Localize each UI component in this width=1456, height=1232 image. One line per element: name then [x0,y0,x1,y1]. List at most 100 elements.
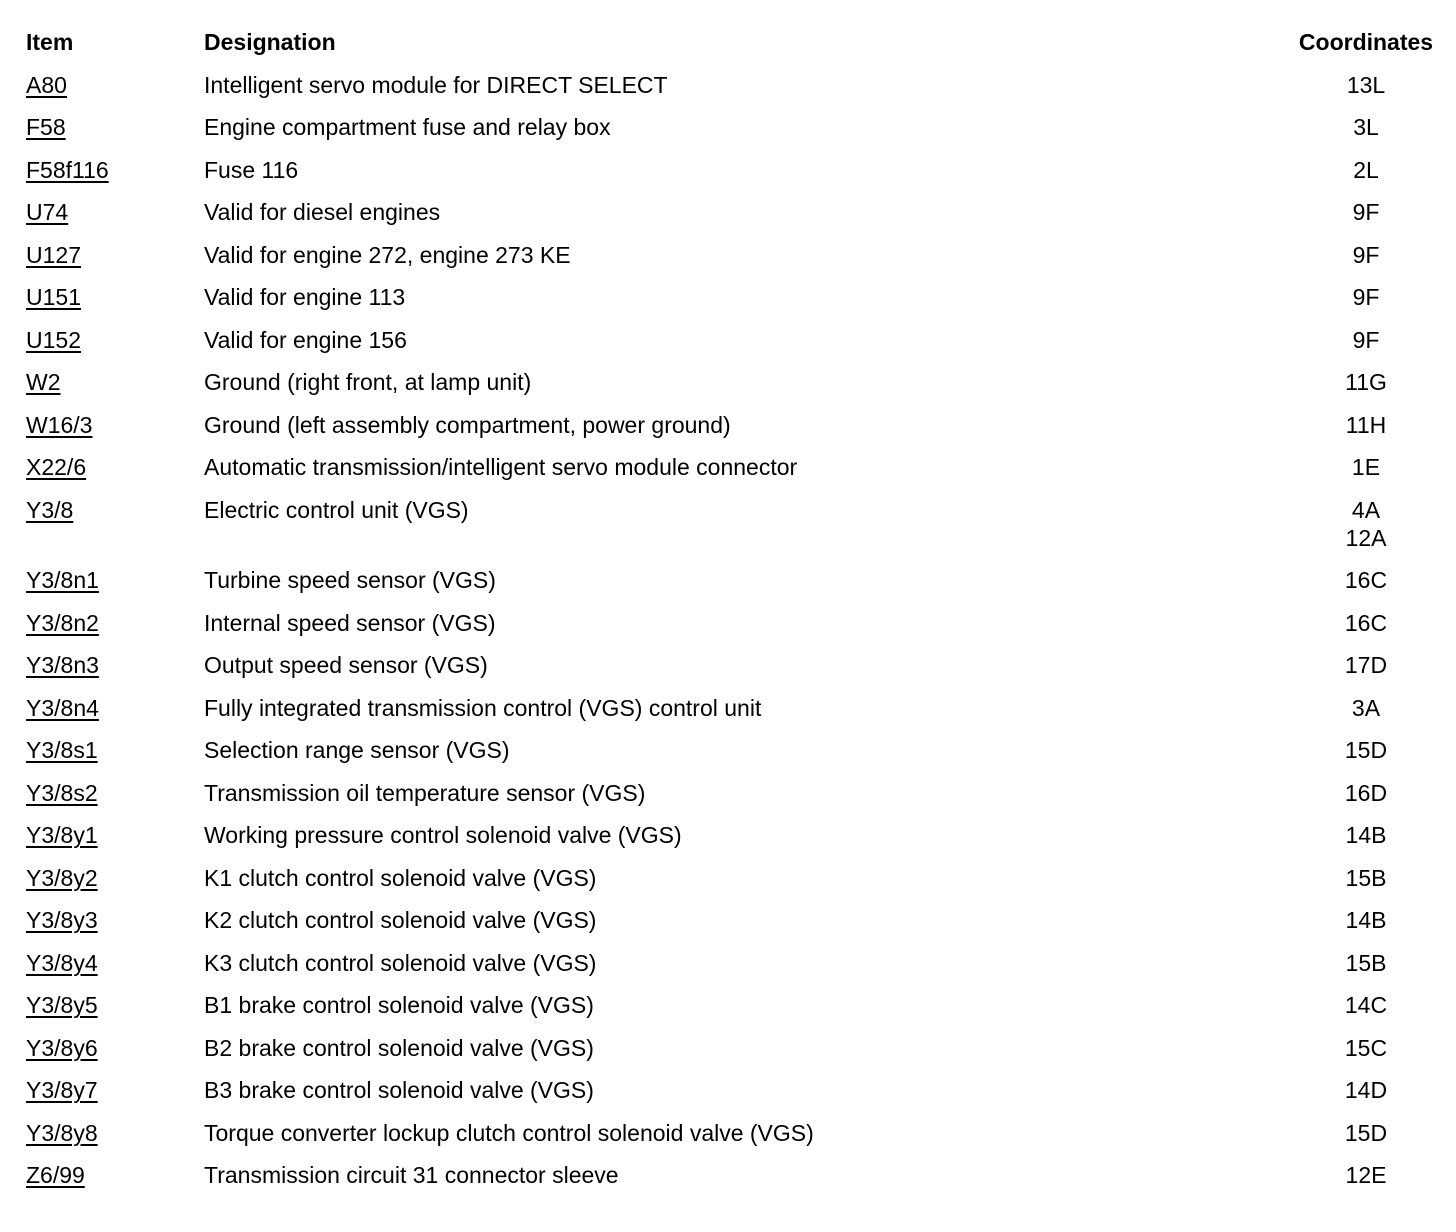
column-header-designation: Designation [204,29,336,55]
coordinates-cell: 15D [1291,1119,1441,1147]
designation-cell: K2 clutch control solenoid valve (VGS) [204,907,597,933]
item-link[interactable]: F58f116 [26,156,109,183]
item-link[interactable]: X22/6 [26,454,87,480]
table-row: Y3/8y5 B1 brake control solenoid valve (… [26,991,1441,1019]
coordinate-value: 15B [1345,949,1387,976]
coordinate-value: 4A [1351,496,1381,523]
designation-cell: Valid for engine 156 [204,326,407,353]
item-link[interactable]: U151 [26,284,81,310]
designation-cell: Valid for engine 113 [204,284,406,310]
coordinate-value: 11G [1345,369,1387,395]
table-row: U151 Valid for engine 113 9F [26,283,1441,311]
designation-cell: Working pressure control solenoid valve … [204,822,682,848]
item-link[interactable]: Z6/99 [26,1162,85,1188]
item-cell: Y3/8s2 [26,779,204,807]
item-link[interactable]: Y3/8y5 [26,992,98,1018]
item-link[interactable]: Y3/8s2 [26,779,98,806]
item-cell: U127 [26,241,204,269]
item-link[interactable]: Y3/8y7 [26,1077,98,1103]
coordinate-value: 16C [1344,567,1388,593]
coordinates-cell: 11G [1291,368,1441,396]
coordinate-value: 9F [1352,326,1380,353]
coordinate-value: 14D [1344,1077,1388,1103]
coordinates-cell: 12E [1291,1161,1441,1189]
item-cell: U74 [26,198,204,226]
coordinates-cell: 3A [1291,694,1441,722]
table-row: Y3/8n1 Turbine speed sensor (VGS) 16C [26,566,1441,594]
item-link[interactable]: Y3/8y6 [26,1034,98,1061]
item-link[interactable]: U74 [26,199,69,225]
coordinates-cell: 14B [1291,906,1441,934]
coordinate-value: 16C [1344,609,1388,636]
coordinates-cell: 13L [1291,71,1441,99]
item-link[interactable]: Y3/8y1 [26,822,98,848]
table-row: Y3/8y4 K3 clutch control solenoid valve … [26,949,1441,977]
item-cell: F58 [26,113,204,141]
item-cell: Y3/8y1 [26,821,204,849]
item-link[interactable]: U152 [26,326,81,353]
item-link[interactable]: Y3/8n3 [26,652,99,678]
designation-cell: Transmission oil temperature sensor (VGS… [204,779,646,806]
coordinate-value: 14B [1345,822,1387,848]
coordinates-cell: 1E [1291,453,1441,481]
coordinate-value: 15C [1344,1034,1388,1061]
designation-cell: Automatic transmission/intelligent servo… [204,454,798,480]
item-link[interactable]: U127 [26,241,81,268]
item-link[interactable]: Y3/8 [26,496,74,523]
item-link[interactable]: A80 [26,71,67,98]
table-row: Y3/8s1 Selection range sensor (VGS) 15D [26,736,1441,764]
coordinates-cell: 9F [1291,283,1441,311]
coordinate-value: 12A [1345,524,1387,551]
item-cell: F58f116 [26,156,204,184]
coordinate-value: 13L [1346,71,1386,98]
designation-cell: Fully integrated transmission control (V… [204,694,762,721]
item-cell: X22/6 [26,453,204,481]
item-link[interactable]: Y3/8y8 [26,1119,98,1146]
item-cell: Y3/8y6 [26,1034,204,1062]
coordinates-cell: 9F [1291,198,1441,226]
coordinates-cell: 15D [1291,736,1441,764]
designation-cell: Electric control unit (VGS) [204,496,469,523]
item-link[interactable]: W16/3 [26,411,93,438]
designation-cell: B2 brake control solenoid valve (VGS) [204,1034,594,1061]
designation-cell: Engine compartment fuse and relay box [204,114,611,140]
item-cell: Y3/8 [26,496,204,524]
item-cell: Y3/8n4 [26,694,204,722]
designation-cell: Transmission circuit 31 connector sleeve [204,1162,619,1188]
coordinate-value: 1E [1351,454,1381,480]
coordinates-cell: 15B [1291,949,1441,977]
table-row: Y3/8y7 B3 brake control solenoid valve (… [26,1076,1441,1104]
table-row: Y3/8n2 Internal speed sensor (VGS) 16C [26,609,1441,637]
designation-cell: Internal speed sensor (VGS) [204,609,496,636]
table-row: F58 Engine compartment fuse and relay bo… [26,113,1441,141]
coordinate-value: 3L [1353,114,1379,140]
item-link[interactable]: Y3/8s1 [26,737,98,763]
item-cell: W16/3 [26,411,204,439]
item-link[interactable]: Y3/8n1 [26,567,99,593]
designation-cell: Ground (right front, at lamp unit) [204,369,532,395]
designation-cell: Turbine speed sensor (VGS) [204,567,496,593]
item-cell: Y3/8y2 [26,864,204,892]
item-link[interactable]: Y3/8y4 [26,949,98,976]
designation-cell: Selection range sensor (VGS) [204,737,510,763]
item-cell: Y3/8s1 [26,736,204,764]
item-link[interactable]: Y3/8y3 [26,907,98,933]
table-row: X22/6 Automatic transmission/intelligent… [26,453,1441,481]
designation-cell: B3 brake control solenoid valve (VGS) [204,1077,594,1103]
coordinates-cell: 16C [1291,566,1441,594]
item-link[interactable]: Y3/8n2 [26,609,99,636]
item-link[interactable]: F58 [26,114,66,140]
coordinate-value: 15B [1345,864,1387,891]
table-row: Z6/99 Transmission circuit 31 connector … [26,1161,1441,1189]
coordinate-value: 17D [1344,652,1388,678]
coordinate-value: 15D [1344,1119,1388,1146]
item-link[interactable]: Y3/8n4 [26,694,99,721]
table-row: A80 Intelligent servo module for DIRECT … [26,71,1441,99]
item-link[interactable]: Y3/8y2 [26,864,98,891]
item-link[interactable]: W2 [26,369,61,395]
table-row: Y3/8n3 Output speed sensor (VGS) 17D [26,651,1441,679]
table-row: F58f116 Fuse 116 2L [26,156,1441,184]
coordinate-value: 9F [1352,199,1380,225]
column-header-item: Item [26,29,74,55]
coordinates-cell: 3L [1291,113,1441,141]
